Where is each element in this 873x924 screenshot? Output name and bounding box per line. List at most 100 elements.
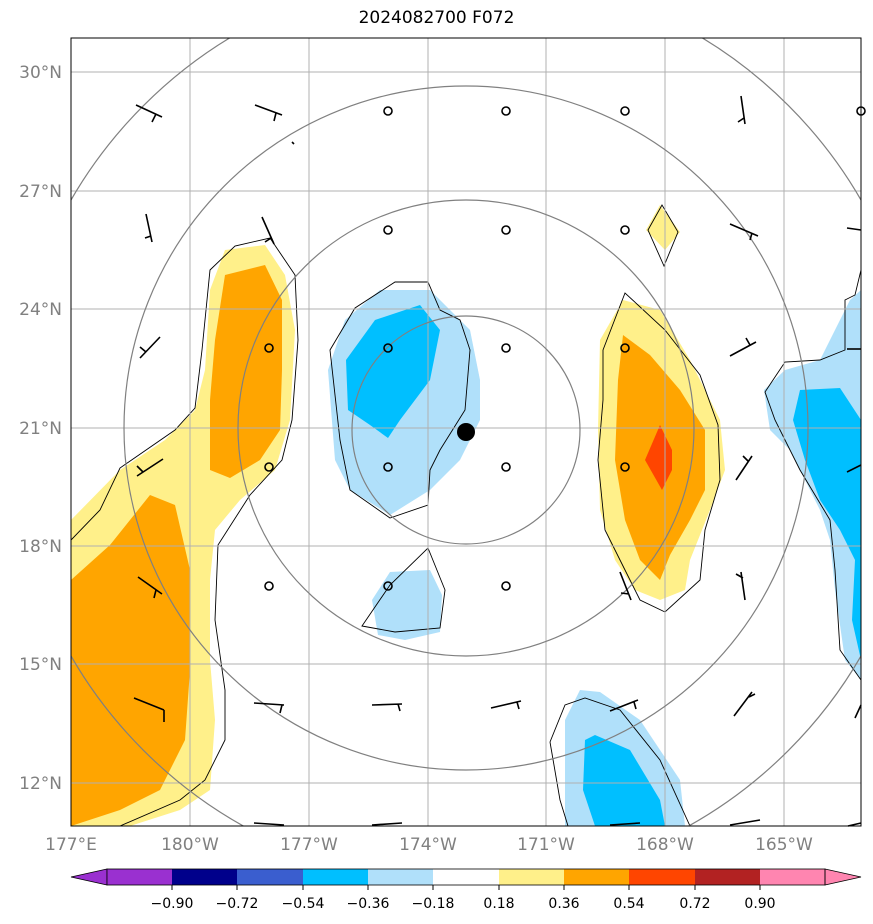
positive-core-west: [71, 495, 190, 826]
lon-label: 177°W: [280, 835, 338, 855]
wind-barbs: [133, 95, 862, 827]
latitude-labels: 30°N 27°N 24°N 21°N 18°N 15°N 12°N: [19, 63, 62, 794]
calm-marker: [264, 462, 274, 472]
storm-center-marker: [457, 423, 475, 441]
colorbar-segment: [303, 869, 368, 885]
wind-barb: [735, 571, 746, 601]
map-title: 2024082700 F072: [358, 8, 515, 28]
lon-label: 174°W: [399, 835, 457, 855]
lat-label: 18°N: [19, 537, 62, 557]
contour-lines: [71, 204, 861, 826]
calm-marker: [501, 343, 511, 353]
range-ring-3: [123, 85, 809, 771]
lon-label: 165°W: [755, 835, 813, 855]
wind-barb: [135, 104, 163, 123]
negative-core-southeast: [583, 735, 665, 826]
wind-barb: [729, 223, 759, 241]
colorbar-tick-label: −0.18: [412, 896, 455, 912]
calm-marker: [383, 106, 393, 116]
colorbar-segment: [695, 869, 760, 885]
map-frame: [70, 37, 862, 827]
lon-label: 171°W: [517, 835, 575, 855]
wind-barb: [133, 697, 165, 722]
colorbar-low-extend: [70, 868, 108, 886]
colorbar-segment: [172, 869, 237, 885]
colorbar-high-extend: [824, 868, 862, 886]
wind-barb: [854, 704, 862, 719]
colorbar-segment: [433, 869, 499, 885]
lon-label: 168°W: [636, 835, 694, 855]
colorbar: −0.90 −0.72 −0.54 −0.36 −0.18 0.18 0.36 …: [70, 868, 862, 912]
colorbar-segment: [499, 869, 564, 885]
negative-core-east: [793, 388, 861, 660]
colorbar-tick-label: 0.54: [613, 896, 644, 912]
longitude-labels: 177°E 180°W 177°W 174°W 171°W 168°W 165°…: [45, 835, 813, 855]
wind-barb: [254, 104, 283, 122]
calm-marker: [264, 581, 274, 591]
wind-barb: [139, 336, 161, 359]
colorbar-segment: [564, 869, 629, 885]
lat-label: 30°N: [19, 63, 62, 83]
wind-barb: [144, 213, 153, 243]
graticule: [71, 38, 861, 826]
positive-small-north: [646, 205, 680, 250]
wind-barb: [609, 822, 641, 826]
wind-barb: [261, 216, 275, 245]
range-ring-1: [351, 315, 581, 545]
calm-marker: [501, 225, 511, 235]
colorbar-tick-label: 0.72: [679, 896, 710, 912]
wind-barb: [735, 455, 753, 481]
wind-barb: [729, 337, 757, 357]
colorbar-tick-label: −0.36: [347, 896, 390, 912]
calm-marker: [620, 343, 630, 353]
calm-marker: [383, 343, 393, 353]
colorbar-tick-label: 0.18: [483, 896, 514, 912]
colorbar-segment: [237, 869, 303, 885]
wind-barb: [253, 822, 285, 826]
negative-region-east: [764, 290, 861, 680]
wind-barb: [371, 822, 403, 826]
lon-label: 177°E: [45, 835, 97, 855]
wind-barb: [253, 702, 285, 714]
calm-marker: [501, 462, 511, 472]
colorbar-tick-label: 0.36: [548, 896, 579, 912]
wind-barb: [619, 571, 632, 601]
calm-marker: [620, 225, 630, 235]
calm-marker: [620, 462, 630, 472]
colorbar-segment: [629, 869, 695, 885]
calm-marker: [501, 106, 511, 116]
colorbar-tick-label: −0.90: [151, 896, 194, 912]
range-ring-2: [237, 199, 695, 657]
wind-barb: [846, 464, 862, 473]
lat-label: 15°N: [19, 655, 62, 675]
negative-core-central: [346, 305, 440, 438]
wind-barb: [737, 95, 746, 125]
negative-region-south: [372, 570, 442, 640]
calm-marker: [620, 106, 630, 116]
wind-barb: [729, 819, 761, 826]
wind-barb: [733, 691, 756, 717]
wind-barb: [371, 703, 403, 712]
lat-label: 24°N: [19, 300, 62, 320]
colorbar-frame: [106, 868, 826, 886]
colorbar-segment: [760, 869, 825, 885]
range-rings: [71, 38, 861, 826]
wind-barb: [136, 458, 164, 477]
colorbar-tick-label: 0.90: [744, 896, 775, 912]
lat-label: 21°N: [19, 419, 62, 439]
colorbar-segment: [368, 869, 433, 885]
positive-core-north: [210, 265, 282, 478]
colorbar-tick-label: −0.72: [216, 896, 259, 912]
calm-marker: [501, 581, 511, 591]
wind-barb: [291, 141, 295, 145]
colorbar-segment: [107, 869, 172, 885]
wind-barb: [490, 700, 522, 710]
calm-marker: [264, 343, 274, 353]
wind-barb: [609, 699, 639, 712]
lon-label: 180°W: [161, 835, 219, 855]
wind-barb: [137, 576, 163, 599]
calm-wind-markers: [264, 106, 866, 591]
calm-marker: [383, 462, 393, 472]
shaded-fields: [71, 205, 861, 826]
